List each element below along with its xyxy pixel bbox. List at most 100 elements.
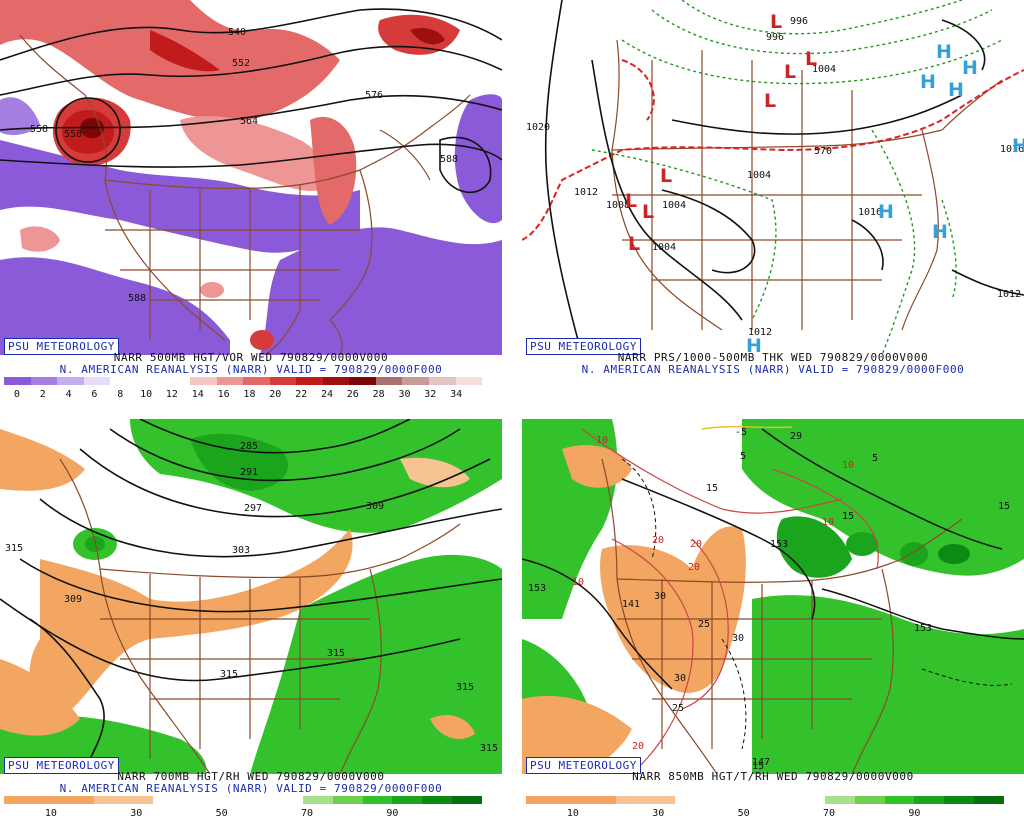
low-pressure-marker: L <box>660 165 672 187</box>
contour-label: 1004 <box>652 242 676 253</box>
low-pressure-marker: L <box>628 233 640 255</box>
contour-label: 1004 <box>662 200 686 211</box>
map-pressure-thickness: 996 996 1004 1004 1004 1004 1008 1012 10… <box>522 0 1024 355</box>
colorbar-segment <box>272 796 303 804</box>
colorbar-tick-label: 10 <box>44 808 57 819</box>
contour-label: 141 <box>622 599 640 610</box>
panel-500mb-hgt-vor: 540 552 558 564 576 588 588 558 PSU METE… <box>0 0 502 400</box>
isotherm-label: 5 <box>740 451 746 462</box>
high-pressure-marker: H <box>962 57 978 79</box>
colorbar-segment <box>83 377 111 385</box>
contour-label: 996 <box>766 32 784 43</box>
colorbar-segment <box>974 796 1004 804</box>
isotherm-label: 30 <box>654 591 666 602</box>
panel-title: NARR 850MB HGT/T/RH WED 790829/0000V000 <box>632 770 914 783</box>
colorbar-segment <box>136 377 164 385</box>
low-pressure-marker: L <box>805 48 817 70</box>
colorbar-tick-label: 0 <box>13 389 20 400</box>
colorbar-segment <box>243 377 270 385</box>
isotherm-label: 20 <box>652 535 664 546</box>
contour-label: 303 <box>232 545 250 556</box>
contour-label: 153 <box>914 623 932 634</box>
colorbar-tick-label: 4 <box>65 389 72 400</box>
contour-label: 291 <box>240 467 258 478</box>
contour-label: 147 <box>752 757 770 768</box>
colorbar-tick-label: 50 <box>215 808 228 819</box>
isotherm-label: 30 <box>732 633 744 644</box>
contour-label: 588 <box>128 293 146 304</box>
contour-label: 1016 <box>1000 144 1024 155</box>
colorbar-tick-label: 18 <box>243 389 256 400</box>
colorbar-segment <box>213 796 243 804</box>
contour-label: 315 <box>220 669 238 680</box>
panel-pressure-thickness: 996 996 1004 1004 1004 1004 1008 1012 10… <box>522 0 1024 400</box>
colorbar-segment <box>735 796 765 804</box>
contour-label: 29 <box>790 431 802 442</box>
isotherm-label: 15 <box>842 511 854 522</box>
psu-meteorology-badge: PSU METEOROLOGY <box>526 757 641 774</box>
colorbar-segment <box>123 796 154 804</box>
colorbar-tick-label: 2 <box>39 389 46 400</box>
colorbar-segment <box>362 796 393 804</box>
contour-label: 153 <box>528 583 546 594</box>
colorbar-segment <box>914 796 945 804</box>
colorbar-segment <box>675 796 706 804</box>
isotherm-label: 10 <box>572 577 584 588</box>
colorbar-segment <box>402 377 429 385</box>
colorbar-segment <box>429 377 456 385</box>
humidity-colorbar-ticks: 10 30 50 70 90 <box>4 808 482 820</box>
isotherm-label: 10 <box>842 460 854 471</box>
colorbar-tick-label: 70 <box>822 808 836 819</box>
high-pressure-marker: H <box>1012 135 1024 157</box>
contour-label: 285 <box>240 441 258 452</box>
map-500mb-vorticity: 540 552 558 564 576 588 588 558 <box>0 0 502 355</box>
isotherm-label: 5 <box>872 453 878 464</box>
colorbar-segment <box>526 796 556 804</box>
colorbar-segment <box>765 796 795 804</box>
colorbar-segment <box>705 796 736 804</box>
colorbar-tick-label: 10 <box>140 389 153 400</box>
low-pressure-marker: L <box>770 11 782 33</box>
high-pressure-marker: H <box>920 71 936 93</box>
colorbar-segment <box>183 796 214 804</box>
colorbar-segment <box>824 796 855 804</box>
colorbar-tick-label: 24 <box>320 389 333 400</box>
contour-label: 297 <box>244 503 262 514</box>
colorbar-tick-label: 90 <box>386 808 399 819</box>
contour-label: 315 <box>456 682 474 693</box>
contour-label: 315 <box>327 648 345 659</box>
contour-label: 1012 <box>997 289 1021 300</box>
colorbar-segment <box>392 796 423 804</box>
colorbar-segment <box>296 377 323 385</box>
colorbar-tick-label: 16 <box>217 389 230 400</box>
contour-label: 558 <box>30 124 48 135</box>
colorbar-tick-label: 34 <box>450 389 463 400</box>
contour-label: 309 <box>64 594 82 605</box>
low-pressure-marker: L <box>784 61 796 83</box>
colorbar-segment <box>4 796 34 804</box>
colorbar-segment <box>4 377 31 385</box>
colorbar-segment <box>375 377 403 385</box>
panel-title: NARR PRS/1000-500MB THK WED 790829/0000V… <box>617 351 929 364</box>
panel-subtitle: N. AMERICAN REANALYSIS (NARR) VALID = 79… <box>581 363 965 376</box>
panel-subtitle: N. AMERICAN REANALYSIS (NARR) VALID = 79… <box>59 782 443 795</box>
contour-label: 315 <box>5 543 23 554</box>
contour-label: 1020 <box>526 122 550 133</box>
vorticity-colorbar <box>4 377 483 385</box>
colorbar-segment <box>163 377 190 385</box>
contour-label: 1012 <box>748 327 772 338</box>
isotherm-label: 20 <box>632 741 644 752</box>
humidity-colorbar <box>526 796 1004 804</box>
panel-850mb-hgt-t-rh: 141 147 153 153 153 -5 29 5 5 10 10 10 1… <box>522 419 1024 819</box>
contour-label: 1016 <box>858 207 882 218</box>
contour-label: 1012 <box>574 187 598 198</box>
colorbar-segment <box>216 377 244 385</box>
contour-label: 1008 <box>606 200 630 211</box>
vorticity-colorbar-ticks: 0 2 4 6 8 10 12 14 16 18 20 22 24 26 28 30 32 34 <box>4 389 482 401</box>
isotherm-label: 20 <box>690 539 702 550</box>
high-pressure-marker: H <box>746 335 762 355</box>
contour-label: 552 <box>232 58 250 69</box>
humidity-colorbar <box>4 796 482 804</box>
colorbar-tick-label: 12 <box>165 389 178 400</box>
panel-title: NARR 500MB HGT/VOR WED 790829/0000V000 <box>113 351 389 364</box>
